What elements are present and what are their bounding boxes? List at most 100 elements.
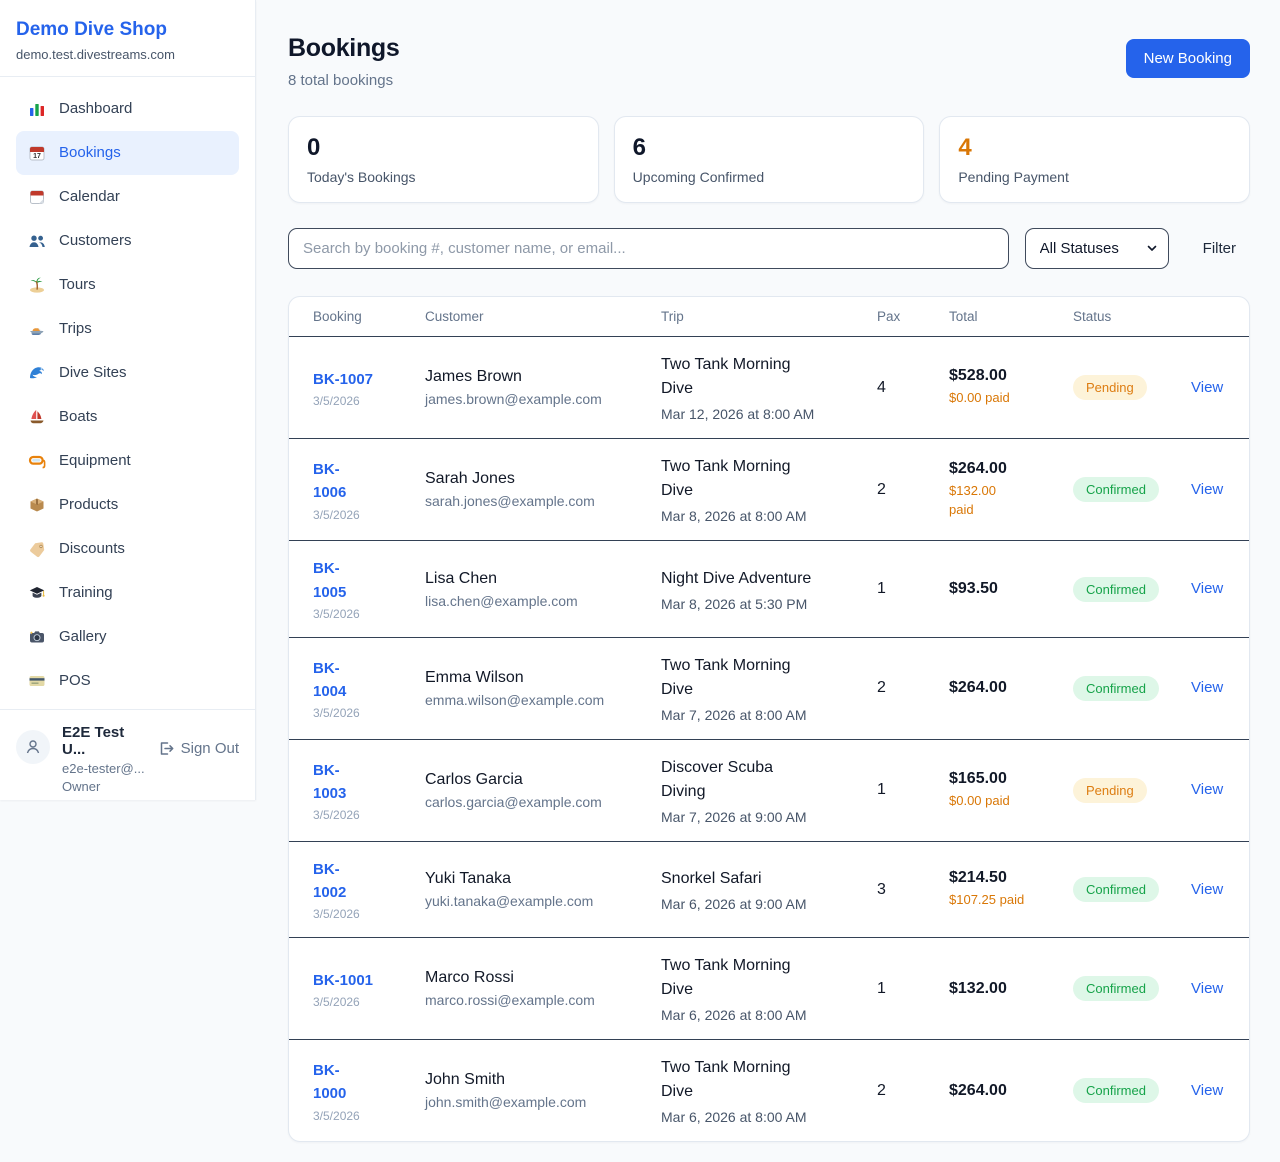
- paid-amount: $107.25 paid: [949, 892, 1025, 908]
- status-badge: Confirmed: [1073, 1078, 1159, 1104]
- view-link[interactable]: View: [1191, 378, 1224, 396]
- table-row: BK- 1006 3/5/2026 Sarah Jones sarah.jone…: [289, 438, 1249, 542]
- booking-link[interactable]: BK- 1000: [313, 1062, 347, 1103]
- customer-email: yuki.tanaka@example.com: [425, 893, 594, 910]
- view-link[interactable]: View: [1191, 1081, 1224, 1099]
- total-value: $93.50: [949, 580, 998, 598]
- total-value: $264.00: [949, 1081, 1007, 1099]
- new-booking-button[interactable]: New Booking: [1125, 39, 1250, 78]
- customer-email: sarah.jones@example.com: [425, 493, 595, 510]
- trip-datetime: Mar 6, 2026 at 8:00 AM: [661, 1007, 807, 1024]
- brand-domain: demo.test.divestreams.com: [16, 46, 175, 62]
- stat-label: Pending Payment: [958, 168, 1069, 185]
- customer-name: Emma Wilson: [425, 668, 524, 686]
- booking-link[interactable]: BK- 1002: [313, 860, 347, 902]
- column-header-total: Total: [949, 296, 1073, 338]
- main-content: Bookings 8 total bookings New Booking 0 …: [256, 0, 1280, 1162]
- avatar: [16, 729, 50, 764]
- booking-link[interactable]: BK- 1004: [313, 659, 347, 700]
- status-filter-select[interactable]: All Statuses: [1024, 227, 1169, 269]
- stat-value: 0: [307, 134, 321, 161]
- pax-value: 1: [877, 580, 886, 598]
- booking-link[interactable]: BK-1007: [313, 370, 374, 388]
- search-input[interactable]: [288, 227, 1009, 269]
- paid-amount: $0.00 paid: [949, 792, 1010, 808]
- user-name: E2E Test U...: [62, 723, 125, 758]
- trip-datetime: Mar 6, 2026 at 9:00 AM: [661, 896, 807, 913]
- booking-link[interactable]: BK- 1003: [313, 761, 347, 802]
- paid-amount: $0.00 paid: [949, 390, 1010, 406]
- table-row: BK-1001 3/5/2026 Marco Rossi marco.rossi…: [289, 937, 1249, 1041]
- total-value: $214.50: [949, 869, 1007, 887]
- column-header-trip: Trip: [661, 296, 877, 338]
- island-icon: [28, 276, 46, 294]
- nav-item-calendar[interactable]: Calendar: [16, 175, 239, 219]
- customer-name: Sarah Jones: [425, 470, 515, 488]
- customer-email: john.smith@example.com: [425, 1094, 587, 1111]
- credit-card-icon: [28, 672, 46, 690]
- customer-name: Yuki Tanaka: [425, 870, 511, 888]
- page-subtitle: 8 total bookings: [288, 72, 394, 89]
- stat-card: 0 Today's Bookings: [288, 116, 599, 203]
- tag-icon: [28, 540, 46, 558]
- status-badge: Confirmed: [1073, 976, 1159, 1002]
- table-row: BK- 1003 3/5/2026 Carlos Garcia carlos.g…: [289, 739, 1249, 842]
- bookings-table: Booking Customer Trip Pax Total Status BK-100…: [289, 296, 1249, 1142]
- pax-value: 1: [877, 781, 886, 799]
- brand-name: Demo Dive Shop: [16, 19, 167, 40]
- total-value: $132.00: [949, 979, 1007, 997]
- nav-item-boats[interactable]: Boats: [16, 395, 239, 439]
- view-link[interactable]: View: [1191, 580, 1224, 598]
- nav-item-discounts[interactable]: Discounts: [16, 527, 239, 571]
- nav-item-tours[interactable]: Tours: [16, 263, 239, 307]
- customer-email: marco.rossi@example.com: [425, 992, 595, 1009]
- booking-date: 3/5/2026: [313, 706, 360, 721]
- trip-name: Two Tank Morning Dive: [661, 656, 791, 698]
- view-link[interactable]: View: [1191, 480, 1224, 498]
- trip-datetime: Mar 8, 2026 at 5:30 PM: [661, 595, 808, 612]
- nav-item-trips[interactable]: Trips: [16, 307, 239, 351]
- booking-link[interactable]: BK-1001: [313, 971, 374, 989]
- customer-email: lisa.chen@example.com: [425, 592, 578, 609]
- view-link[interactable]: View: [1191, 781, 1224, 799]
- booking-link[interactable]: BK- 1005: [313, 560, 347, 601]
- nav-item-gallery[interactable]: Gallery: [16, 615, 239, 659]
- trip-datetime: Mar 12, 2026 at 8:00 AM: [661, 406, 815, 423]
- camera-icon: [28, 628, 46, 646]
- trip-name: Discover Scuba Diving: [661, 758, 774, 800]
- stat-label: Upcoming Confirmed: [632, 168, 765, 185]
- nav-item-dive-sites[interactable]: Dive Sites: [16, 351, 239, 395]
- trip-name: Two Tank Morning Dive: [661, 957, 791, 999]
- nav-item-pos[interactable]: POS: [16, 659, 239, 703]
- nav-item-training[interactable]: Training: [16, 571, 239, 615]
- svg-text:17: 17: [33, 153, 41, 160]
- nav-item-bookings[interactable]: 17 Bookings: [16, 130, 239, 175]
- booking-date: 3/5/2026: [313, 907, 360, 922]
- view-link[interactable]: View: [1191, 979, 1224, 997]
- table-row: BK- 1005 3/5/2026 Lisa Chen lisa.chen@ex…: [289, 540, 1249, 638]
- trip-name: Snorkel Safari: [661, 870, 762, 888]
- booking-date: 3/5/2026: [313, 994, 360, 1009]
- table-header-row: Booking Customer Trip Pax Total Status: [289, 296, 1249, 338]
- stat-label: Today's Bookings: [307, 168, 416, 185]
- diving-mask-icon: [28, 452, 46, 470]
- filter-button[interactable]: Filter: [1185, 240, 1250, 257]
- nav-item-equipment[interactable]: Equipment: [16, 439, 239, 483]
- nav-item-products[interactable]: Products: [16, 483, 239, 527]
- pax-value: 2: [877, 679, 886, 697]
- stat-card: 6 Upcoming Confirmed: [613, 116, 925, 203]
- booking-link[interactable]: BK- 1006: [313, 461, 347, 502]
- sign-out-button[interactable]: Sign Out: [157, 740, 239, 757]
- nav-item-customers[interactable]: Customers: [16, 219, 239, 263]
- package-icon: [28, 496, 46, 514]
- total-value: $165.00: [949, 769, 1007, 787]
- calendar-date-icon: 17: [28, 144, 46, 162]
- customer-name: John Smith: [425, 1071, 506, 1089]
- stat-card: 4 Pending Payment: [939, 116, 1251, 203]
- view-link[interactable]: View: [1191, 880, 1224, 898]
- booking-date: 3/5/2026: [313, 606, 360, 621]
- nav-item-dashboard[interactable]: Dashboard: [16, 87, 239, 131]
- column-header-customer: Customer: [425, 296, 661, 338]
- view-link[interactable]: View: [1191, 679, 1224, 697]
- table-row: BK-1007 3/5/2026 James Brown james.brown…: [289, 336, 1249, 440]
